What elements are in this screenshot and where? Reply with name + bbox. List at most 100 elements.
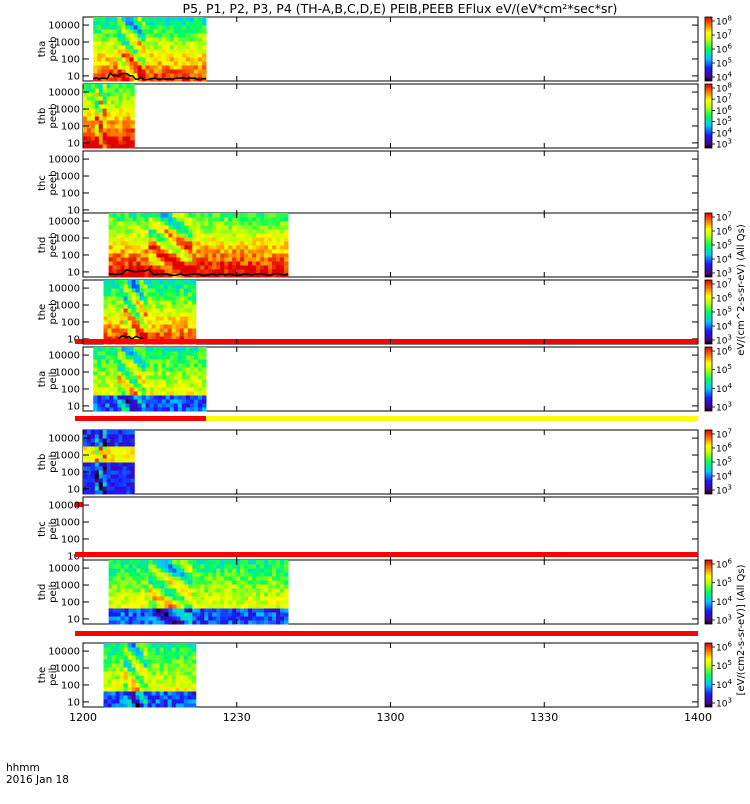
spectrogram-cell [110,466,116,471]
spectrogram-cell [280,225,285,230]
spectrogram-cell [132,568,138,573]
spectrogram-cell [105,21,110,26]
spectrogram-cell [115,300,121,305]
spectrogram-cell [101,375,106,380]
x-axis-corner-label-2: 2016 Jan 18 [6,774,69,786]
spectrogram-cell [147,643,153,648]
spectrogram-cell [152,604,157,609]
spectrogram-cell [144,241,149,246]
spectrogram-cell [185,73,191,78]
spectrogram-cell [113,395,118,400]
spectrogram-cell [167,332,173,337]
spectrogram-cell [153,359,159,364]
spectrogram-cell [141,395,147,400]
spectrogram-cell [145,53,151,58]
spectrogram-cell [137,61,143,66]
spectrogram-cell [149,359,155,364]
spectrogram-cell [204,568,209,573]
spectrogram-cell [148,265,153,270]
spectrogram-cell [136,608,142,613]
spectrogram-cell [268,225,273,230]
spectrogram-cell [264,233,269,238]
spectrogram-cell [157,57,163,62]
spectrogram-cell [197,73,203,78]
spectrogram-cell [284,592,289,597]
spectrogram-cell [165,69,171,74]
spectrogram-cell [169,25,175,30]
spectrogram-cell [268,600,273,605]
spectrogram-cell [260,265,265,270]
spectrogram-cell [147,296,153,301]
spectrogram-cell [280,568,285,573]
spectrogram-cell [94,132,100,137]
spectrogram-cell [103,703,109,708]
spectrogram-cell [141,407,147,412]
spectrogram-cell [127,308,133,313]
spectrogram-cell [268,253,273,258]
spectrogram-cell [90,112,96,117]
spectrogram-cell [276,253,281,258]
spectrogram-cell [132,588,138,593]
spectrogram-cell [130,112,135,117]
spectrogram-cell [169,375,175,380]
panel-frame [82,496,699,562]
spectrogram-cell [136,257,142,262]
spectrogram-cell [196,241,201,246]
spectrogram-cell [224,588,229,593]
spectrogram-cell [163,304,169,309]
spectrogram-cell [98,478,104,483]
spectrogram-cell [244,249,249,254]
spectrogram-cell [280,564,285,569]
spectrogram-cell [132,576,138,581]
spectrogram-cell [276,217,281,222]
spectrogram-cell [156,273,161,278]
spectrogram-cell [187,288,193,293]
spectrogram-cell [187,292,193,297]
spectrogram-cell [236,269,241,274]
spectrogram-cell [106,140,112,145]
spectrogram-cell [240,596,245,601]
spectrogram-cell [175,647,181,652]
spectrogram-cell [244,245,249,250]
spectrogram-cell [156,257,161,262]
spectrogram-cell [212,245,217,250]
spectrogram-cell [144,245,149,250]
spectrogram-cell [94,466,100,471]
spectrogram-cell [128,572,134,577]
spectrogram-cell [128,604,134,609]
spectrogram-cell [117,347,122,352]
spectrogram-cell [171,647,177,652]
spectrogram-cell [173,387,179,392]
spectrogram-cell [191,643,197,648]
spectrogram-cell [133,407,139,412]
spectrogram-cell [156,213,161,218]
spectrogram-cell [151,328,157,333]
spectrogram-cell [240,253,245,258]
spectrogram-cell [121,53,126,58]
spectrogram-cell [159,659,165,664]
spectrogram-cell [143,703,149,708]
spectrogram-cell [173,391,179,396]
spectrogram-cell [167,284,173,289]
spectrogram-cell [240,261,245,266]
spectrogram-cell [189,347,195,352]
spectrogram-cell [181,65,187,70]
spectrogram-cell [188,576,193,581]
spectrogram-cell [83,446,88,451]
spectrogram-cell [192,600,197,605]
spectrogram-cell [164,237,169,242]
spectrogram-cell [256,273,261,278]
spectrogram-cell [130,140,135,145]
spectrogram-cell [101,367,106,372]
spectrogram-cell [137,359,143,364]
spectrogram-cell [132,253,138,258]
spectrogram-cell [169,367,175,372]
spectrogram-cell [183,292,189,297]
colorbar-tick-label: 106 [716,442,732,455]
spectrogram-cell [264,237,269,242]
spectrogram-cell [147,336,153,341]
spectrogram-cell [143,663,149,668]
spectrogram-cell [173,395,179,400]
spectrogram-cell [139,300,145,305]
